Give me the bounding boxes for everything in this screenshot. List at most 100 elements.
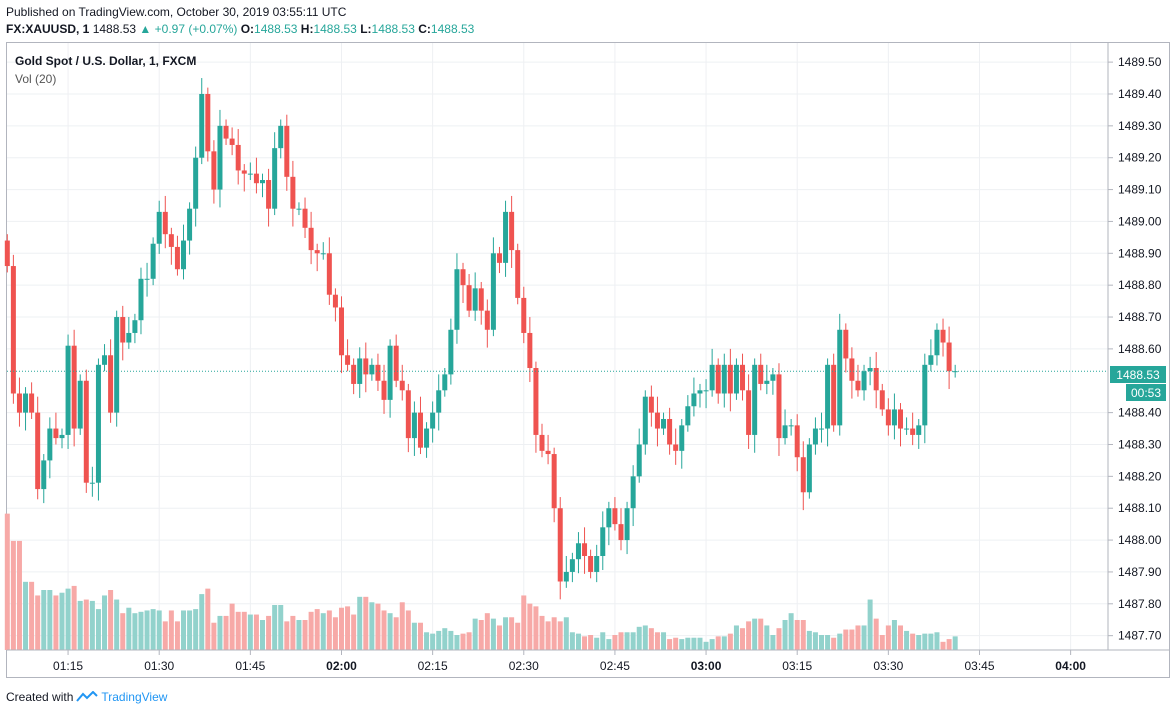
candle-body (332, 294, 338, 308)
volume-bar (16, 540, 22, 650)
time-tick-label: 03:15 (782, 659, 812, 673)
volume-bar (442, 628, 448, 650)
candle-body (253, 173, 259, 184)
volume-bar (636, 626, 642, 650)
candle-body (472, 288, 478, 311)
candle-body (776, 374, 782, 439)
candle-body (223, 125, 229, 139)
volume-bar (606, 639, 612, 650)
candle-body (594, 556, 600, 572)
candle-body (582, 543, 588, 557)
volume-bar (448, 630, 454, 650)
volume-bar (89, 600, 95, 650)
time-tick-label: 01:45 (235, 659, 265, 673)
volume-bar (922, 633, 928, 650)
volume-bar (940, 641, 946, 650)
time-tick-label: 03:00 (691, 659, 722, 673)
volume-bar (4, 513, 10, 650)
candle-body (885, 409, 891, 426)
volume-bar (897, 625, 903, 650)
chart-frame (6, 42, 1170, 678)
volume-bar (278, 605, 284, 650)
candle-body (478, 288, 484, 311)
candle-body (891, 409, 897, 426)
volume-bar (229, 603, 235, 650)
tradingview-link[interactable]: TradingView (101, 690, 168, 704)
volume-bar (764, 625, 770, 650)
legend-title: Gold Spot / U.S. Dollar, 1, FXCM (15, 54, 197, 68)
volume-bar (120, 613, 126, 650)
volume-bar (102, 595, 108, 650)
volume-bar (393, 617, 399, 650)
candle-body (181, 240, 187, 270)
volume-bar (132, 613, 138, 650)
candle-body (904, 428, 910, 430)
candle-body (290, 176, 296, 209)
volume-bar (95, 609, 101, 650)
volume-bar (946, 639, 952, 650)
volume-bar (490, 618, 496, 650)
volume-bar (539, 615, 545, 650)
price-tick-label: 1488.00 (1118, 533, 1162, 547)
chart-legend: Gold Spot / U.S. Dollar, 1, FXCM Vol (20… (15, 54, 196, 86)
candle-body (272, 148, 278, 209)
volume-bar (630, 632, 636, 650)
candle-body (448, 329, 454, 375)
volume-bar (53, 595, 59, 650)
volume-bar (654, 632, 660, 650)
volume-bar (41, 590, 47, 650)
candle-body (788, 425, 794, 427)
volume-bar (466, 632, 472, 650)
volume-bar (424, 632, 430, 650)
price-tick-label: 1489.40 (1118, 87, 1162, 101)
candle-body (934, 329, 940, 356)
candle-body (144, 278, 150, 280)
candle-body (393, 345, 399, 381)
volume-bar (338, 607, 344, 650)
candle-body (436, 390, 442, 413)
price-tick-label: 1488.90 (1118, 246, 1162, 260)
candle-body (205, 93, 211, 152)
candle-body (539, 434, 545, 451)
volume-bar (320, 613, 326, 650)
candle-body (326, 253, 332, 295)
candle-body (812, 428, 818, 445)
volume-bar (904, 630, 910, 650)
volume-bar (873, 618, 879, 650)
volume-bar (47, 590, 53, 650)
volume-bar (296, 620, 302, 650)
volume-bar (806, 630, 812, 650)
candle-body (873, 368, 879, 391)
candle-body (661, 418, 667, 429)
volume-bar (205, 588, 211, 650)
price-tick-label: 1487.90 (1118, 565, 1162, 579)
volume-bar (837, 633, 843, 650)
volume-bar (885, 625, 891, 650)
candle-body (910, 428, 916, 435)
volume-bar (503, 617, 509, 650)
volume-bar (65, 588, 71, 650)
price-tick-label: 1487.70 (1118, 629, 1162, 643)
candle-body (89, 482, 95, 484)
candle-body (673, 444, 679, 451)
candle-body (314, 250, 320, 254)
candle-body (515, 250, 521, 298)
price-badge-countdown: 00:53 (1131, 386, 1161, 400)
candle-body (138, 278, 144, 321)
volume-bar (509, 617, 515, 650)
volume-bar (952, 636, 958, 650)
volume-bar (138, 611, 144, 650)
volume-bar (758, 618, 764, 650)
volume-bar (174, 621, 180, 650)
candle-body (320, 253, 326, 255)
volume-bar (691, 637, 697, 650)
footer: Created with TradingView (6, 690, 167, 704)
candle-body (10, 266, 16, 394)
volume-bar (108, 590, 114, 650)
price-badge: 1488.53 00:53 (1110, 366, 1166, 401)
candle-body (369, 364, 375, 375)
candle-body (800, 457, 806, 493)
volume-bar (496, 625, 502, 650)
candle-body (150, 243, 156, 279)
